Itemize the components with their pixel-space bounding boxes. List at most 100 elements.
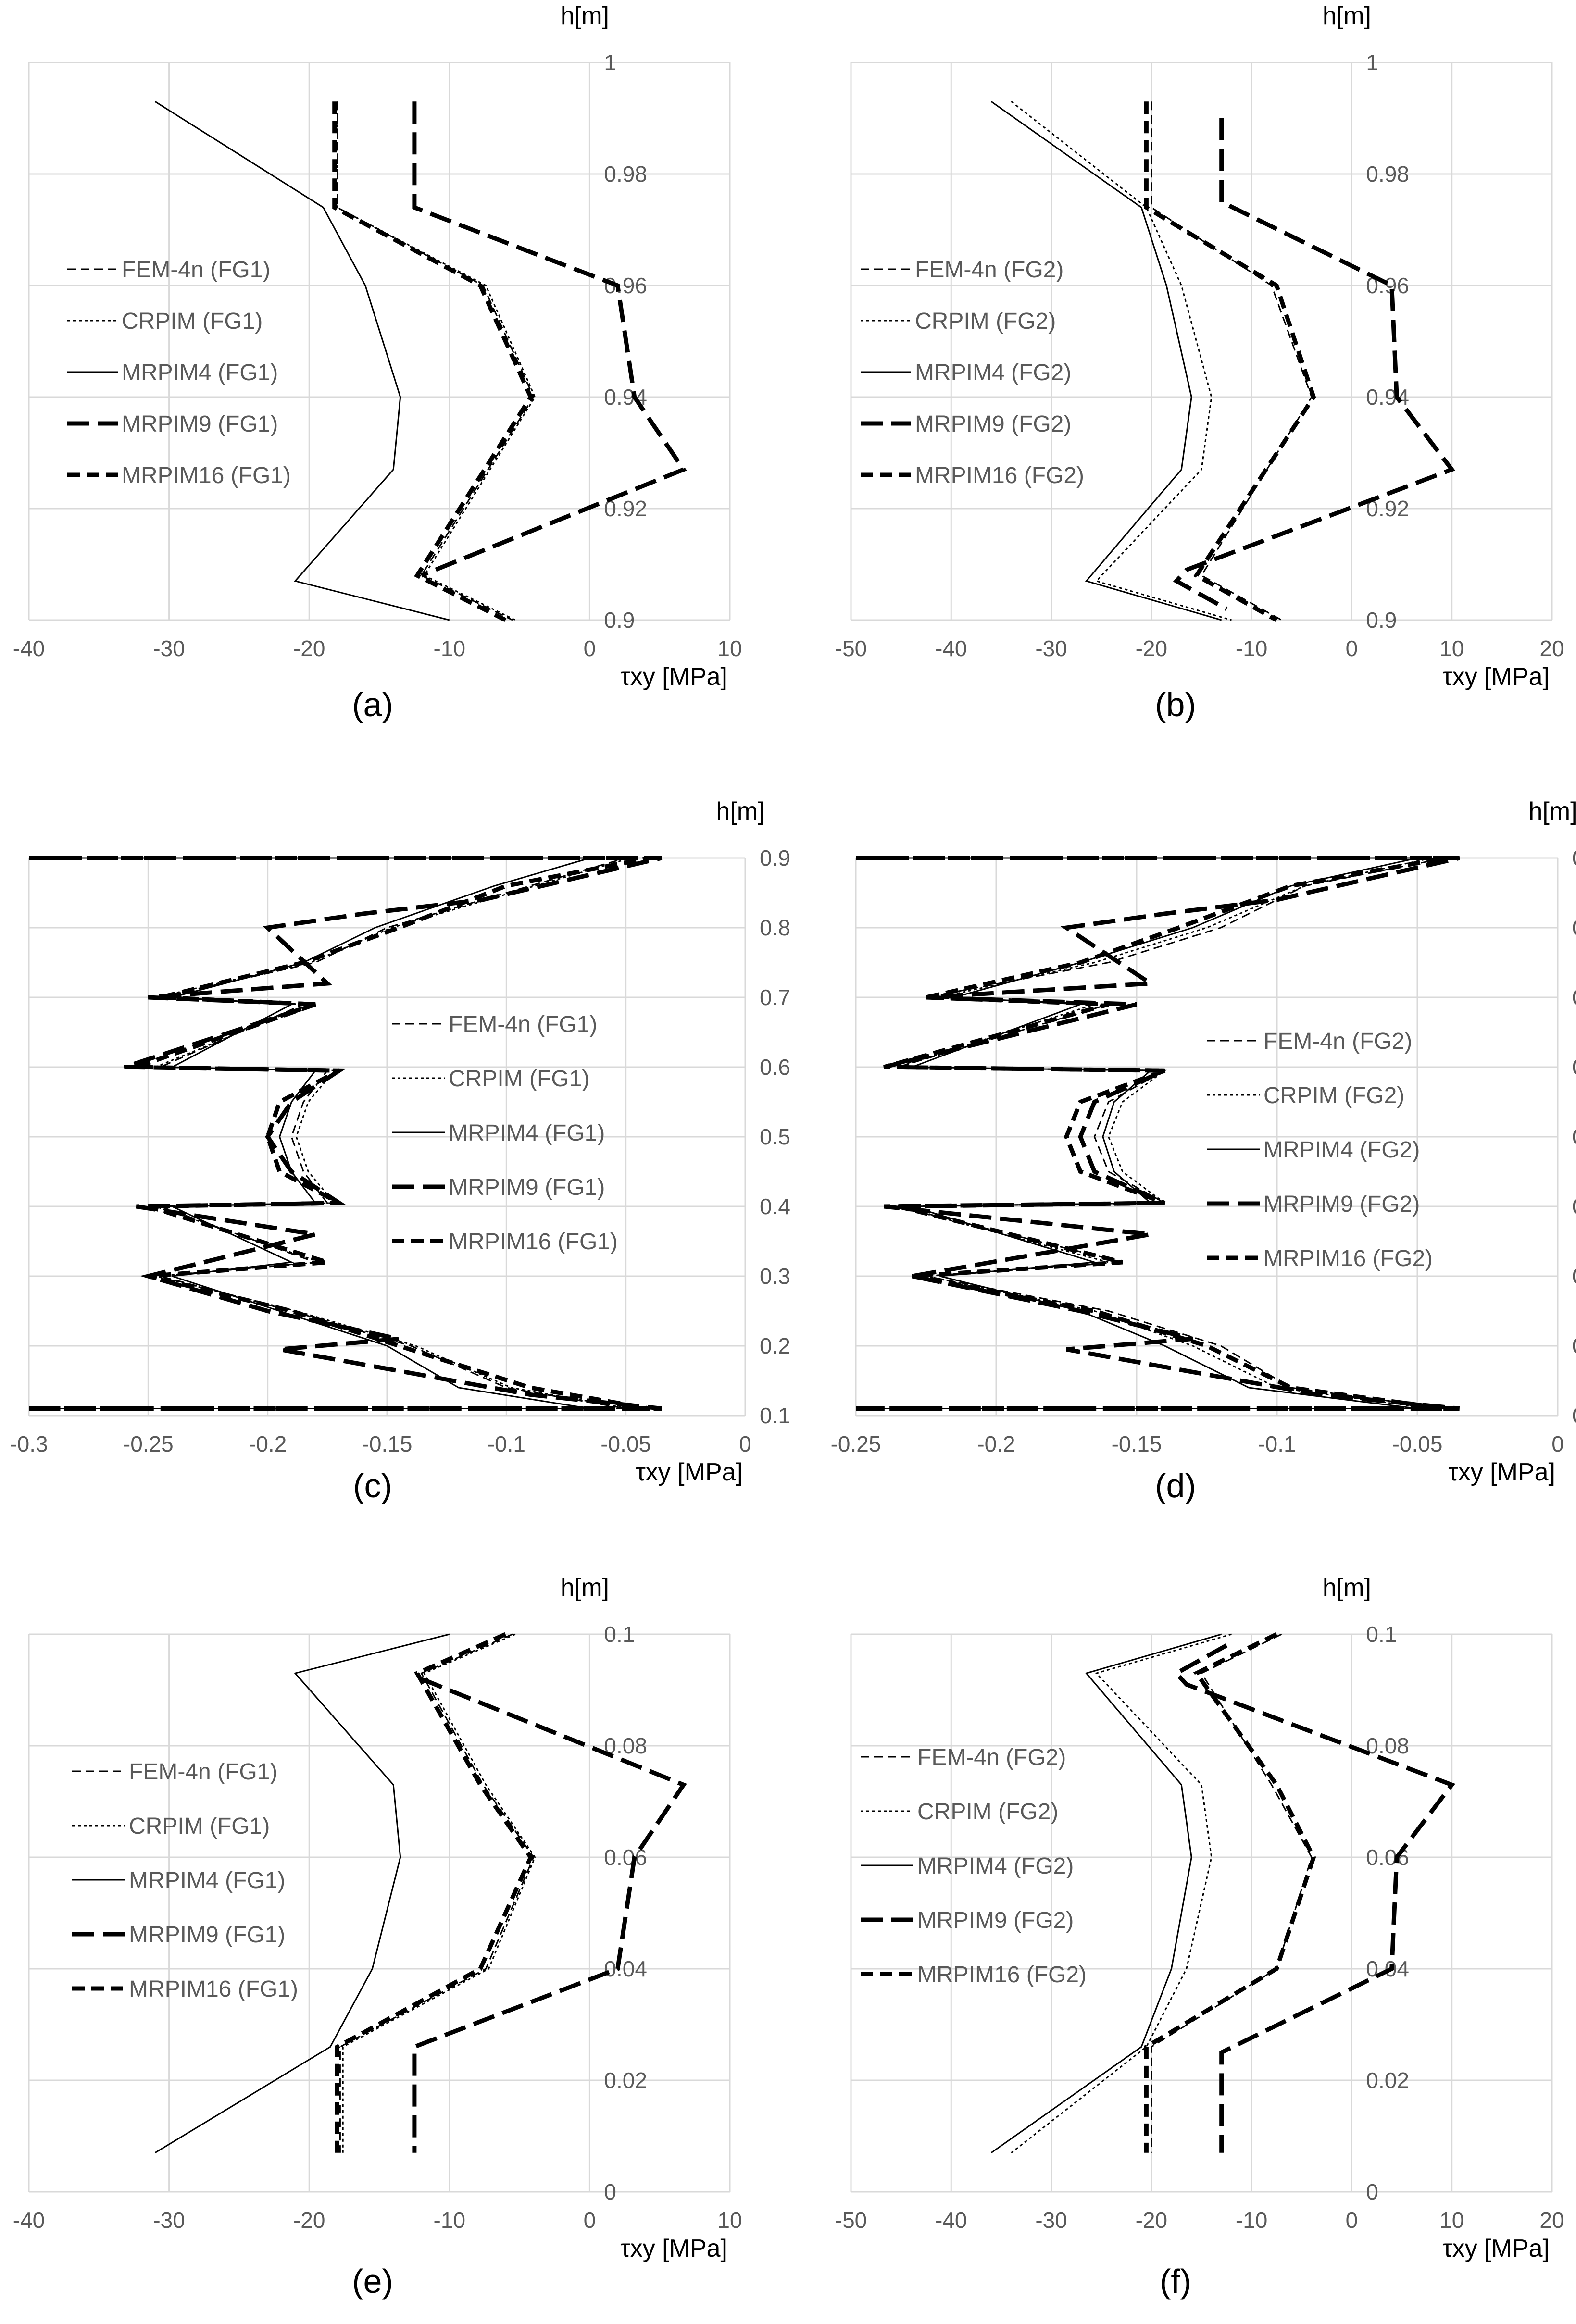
chart-b: -50 -40 -30 -20 -10 0 10 200.90.920.940.960.981… — [835, 2, 1564, 723]
x-tick-label: 0 — [584, 636, 596, 661]
series-line-fem-4n-fg2 — [1151, 101, 1313, 621]
y-tick-label: 0.9 — [760, 845, 790, 870]
y-tick-label: 0.9 — [604, 608, 635, 633]
legend-label: CRPIM (FG2) — [915, 309, 1056, 334]
y-tick-label: 0.94 — [1366, 385, 1409, 410]
x-tick-label: 10 — [717, 2208, 742, 2233]
y-tick-label: 0.1 — [1366, 1622, 1397, 1647]
x-tick-label: 10 — [717, 636, 742, 661]
legend-label: FEM-4n (FG2) — [1263, 1029, 1412, 1054]
y-tick-label: 0.08 — [1366, 1733, 1409, 1758]
y-tick-label: 0.02 — [1366, 2068, 1409, 2093]
y-tick-label: 0.96 — [604, 273, 647, 298]
x-tick-label: 0 — [1346, 2208, 1358, 2233]
legend-label: MRPIM16 (FG2) — [917, 1962, 1087, 1988]
legend-label: MRPIM9 (FG1) — [122, 411, 278, 437]
series-line-crpim-fg1 — [337, 101, 536, 621]
panel-label: (e) — [352, 2262, 393, 2300]
y-tick-label: 0.6 — [760, 1055, 790, 1080]
x-tick-label: -40 — [935, 636, 967, 661]
chart-c: -0.3 -0.25 -0.2 -0.15 -0.1 -0.05 0 0.1 0.2 0.3 0.4… — [10, 797, 790, 1504]
legend-label: MRPIM9 (FG1) — [129, 1922, 285, 1948]
series-line-mrpim16-fg2 — [1144, 1632, 1316, 2153]
y-axis-title: h[m] — [561, 2, 609, 30]
panel-label: (a) — [352, 686, 393, 723]
y-tick-label: 0 — [1366, 2179, 1378, 2204]
legend-label: MRPIM16 (FG2) — [915, 463, 1084, 488]
chart-d: -0.25 -0.2 -0.15 -0.1 -0.05 0 0.1 0.2 0.3 0.4 0.5 0… — [831, 797, 1576, 1504]
legend-label: MRPIM16 (FG2) — [1263, 1246, 1433, 1271]
y-tick-label: 0.3 — [760, 1264, 790, 1289]
x-tick-label: -0.15 — [362, 1431, 413, 1456]
legend-label: FEM-4n (FG1) — [449, 1012, 597, 1037]
y-tick-label: 1 — [1366, 50, 1378, 75]
y-tick-label: 0.8 — [760, 915, 790, 940]
x-tick-label: -0.2 — [249, 1431, 287, 1456]
panel-label: (b) — [1155, 686, 1196, 723]
x-tick-label: -30 — [1035, 636, 1067, 661]
y-axis-title: h[m] — [1323, 1574, 1371, 1602]
y-tick-label: 0.1 — [604, 1622, 635, 1647]
series-line-mrpim4-fg1 — [154, 100, 450, 621]
x-tick-label: -20 — [1136, 2208, 1167, 2233]
y-tick-label: 0.2 — [1572, 1333, 1576, 1358]
legend-label: MRPIM9 (FG2) — [917, 1908, 1074, 1933]
x-tick-label: -30 — [1035, 2208, 1067, 2233]
y-tick-label: 0.5 — [1572, 1124, 1576, 1149]
series-line-mrpim9-fg2 — [1173, 1643, 1455, 2153]
series-line-mrpim16-fg2 — [856, 856, 1446, 1411]
x-axis-title: τxy [MPa] — [620, 663, 727, 691]
y-tick-label: 0.1 — [760, 1403, 790, 1428]
x-tick-label: -20 — [293, 636, 325, 661]
legend: FEM-4n (FG1) CRPIM (FG1) MRPIM4 (FG1) MRPIM… — [392, 1012, 618, 1255]
y-axis-title: h[m] — [1528, 797, 1576, 825]
series-line-mrpim9-fg2 — [1173, 118, 1455, 611]
legend-label: FEM-4n (FG1) — [122, 257, 270, 283]
x-tick-label: -0.15 — [1112, 1431, 1162, 1456]
x-tick-label: -20 — [1136, 636, 1167, 661]
series-line-mrpim9-fg2 — [856, 856, 1460, 1411]
y-tick-label: 0.7 — [760, 985, 790, 1010]
y-tick-label: 0.7 — [1572, 985, 1576, 1010]
series-line-mrpim16-fg1 — [332, 101, 534, 622]
legend-label: CRPIM (FG2) — [1263, 1083, 1404, 1108]
y-tick-label: 0.4 — [1572, 1194, 1576, 1219]
x-tick-label: -30 — [153, 636, 185, 661]
x-tick-label: -0.05 — [1392, 1431, 1443, 1456]
y-tick-label: 0.4 — [760, 1194, 790, 1219]
y-tick-label: 0.6 — [1572, 1055, 1576, 1080]
series-line-fem-4n-fg1 — [339, 1633, 535, 2153]
legend-label: MRPIM16 (FG1) — [122, 463, 291, 488]
x-tick-label: -50 — [835, 636, 867, 661]
x-axis-title: τxy [MPa] — [1442, 2235, 1550, 2262]
x-tick-label: -0.1 — [488, 1431, 525, 1456]
y-tick-label: 0.5 — [760, 1124, 790, 1149]
legend: FEM-4n (FG1) CRPIM (FG1) MRPIM4 (FG1) MRPIM… — [72, 1759, 298, 2002]
x-axis-title: τxy [MPa] — [620, 2235, 727, 2262]
x-axis-title: τxy [MPa] — [1442, 663, 1550, 691]
legend-label: FEM-4n (FG2) — [917, 1745, 1066, 1770]
x-tick-label: -50 — [835, 2208, 867, 2233]
series-line-mrpim4-fg2 — [856, 857, 1418, 1409]
x-axis-title: τxy [MPa] — [636, 1458, 743, 1486]
x-tick-label: -0.1 — [1258, 1431, 1296, 1456]
series-line-crpim-fg1 — [342, 1633, 536, 2153]
x-tick-label: -0.05 — [600, 1431, 651, 1456]
x-tick-label: -0.3 — [10, 1431, 48, 1456]
x-tick-label: -40 — [13, 2208, 45, 2233]
legend: FEM-4n (FG2) CRPIM (FG2) MRPIM4 (FG2) MRPIM… — [1207, 1029, 1433, 1271]
legend-label: MRPIM4 (FG1) — [449, 1120, 605, 1146]
series-line-mrpim4-fg1 — [29, 857, 590, 1409]
legend-label: MRPIM9 (FG1) — [449, 1175, 605, 1200]
y-axis-title: h[m] — [1323, 2, 1371, 30]
legend-label: MRPIM9 (FG2) — [915, 411, 1071, 437]
chart-e: -40 -30 -20 -10 0 1000.020.040.060.080.1h[m]τ… — [13, 1574, 742, 2300]
panel-label: (c) — [353, 1467, 392, 1504]
series-line-mrpim4-fg2 — [990, 1633, 1222, 2154]
x-tick-label: -10 — [434, 2208, 465, 2233]
legend: FEM-4n (FG2) CRPIM (FG2) MRPIM4 (FG2) MRPIM… — [861, 257, 1084, 488]
x-tick-label: -0.2 — [977, 1431, 1015, 1456]
y-tick-label: 0.8 — [1572, 915, 1576, 940]
series-line-mrpim9-fg1 — [412, 101, 687, 578]
